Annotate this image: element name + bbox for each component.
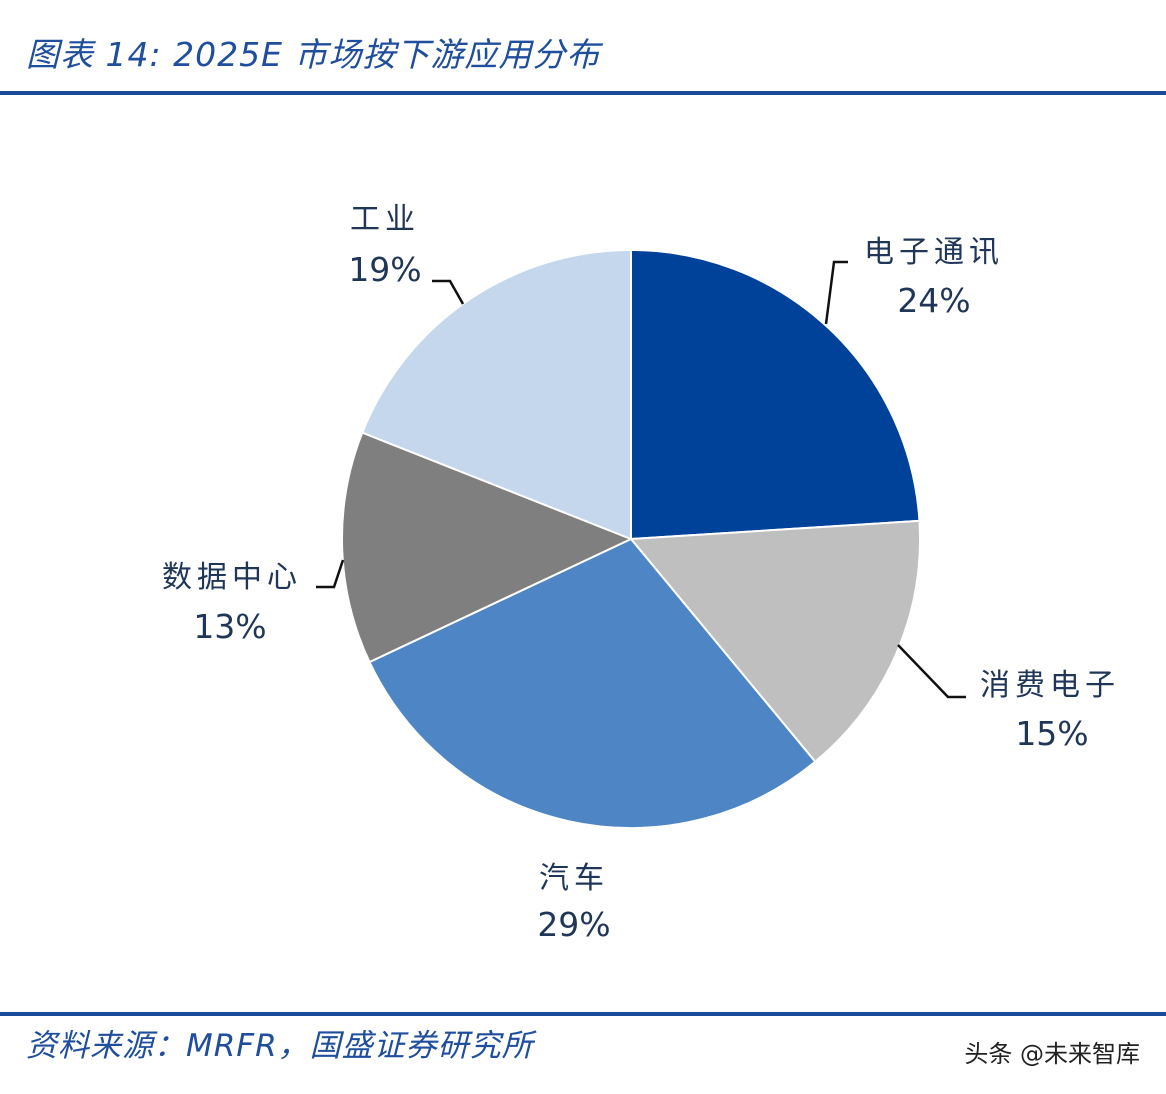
watermark: 头条 @未来智库: [964, 1040, 1140, 1068]
leader-line-2: [897, 644, 966, 699]
pie-slice-5: [360, 248, 632, 541]
leader-line-1: [824, 260, 848, 325]
slice-label: 电子通讯: [864, 235, 1004, 270]
pie-slice-1: [630, 248, 921, 541]
slice-percent-label: 24%: [897, 281, 970, 320]
slice-percent-label: 15%: [1015, 714, 1088, 753]
slice-label: 汽车: [539, 861, 609, 896]
slice-percent-label: 13%: [193, 607, 266, 646]
source-note: 资料来源：MRFR，国盛证券研究所: [26, 1028, 534, 1064]
leader-line-5: [432, 279, 465, 305]
slice-label: 数据中心: [162, 560, 302, 595]
pie-slice-4: [341, 431, 634, 664]
figure-title: 图表 14: 2025E 市场按下游应用分布: [26, 35, 601, 74]
pie-slice-3: [368, 537, 817, 829]
leader-line-4: [316, 559, 345, 589]
header-rule: [0, 91, 1166, 95]
footer-rule: [0, 1012, 1166, 1016]
slice-label: 消费电子: [980, 668, 1120, 703]
slice-percent-label: 29%: [537, 905, 610, 944]
slice-percent-label: 19%: [348, 250, 421, 289]
slice-label: 工业: [350, 202, 420, 237]
pie-slice-2: [628, 519, 921, 764]
